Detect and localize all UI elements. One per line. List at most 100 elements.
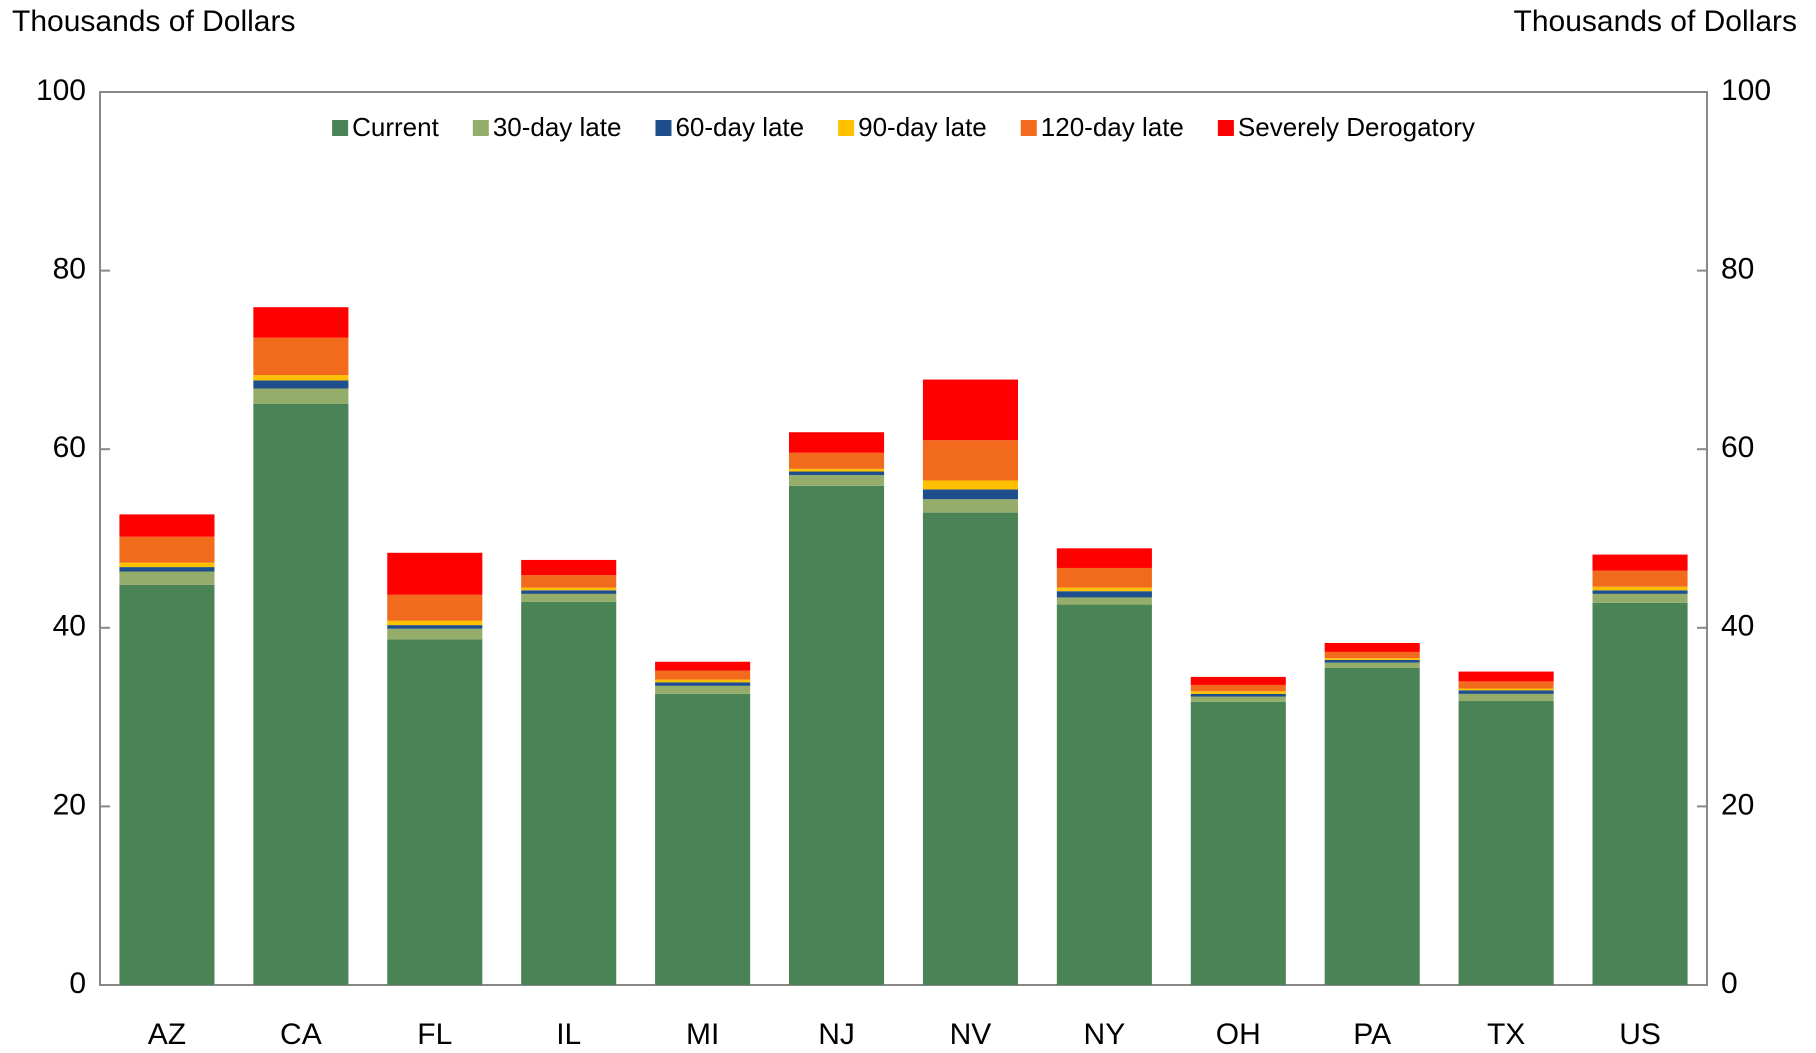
bar-segment <box>789 468 885 472</box>
bar-segment <box>521 593 617 602</box>
x-tick-label: IL <box>556 1018 581 1051</box>
bar-segment <box>521 601 617 985</box>
x-tick-label: OH <box>1216 1018 1261 1051</box>
bar-segment <box>1458 688 1554 691</box>
bar-segment <box>1056 567 1152 588</box>
y-tick-label: 60 <box>53 431 86 464</box>
y-tick-label: 80 <box>53 253 86 286</box>
bar-segment <box>387 594 483 621</box>
bar-segment <box>1190 693 1286 697</box>
bar-segment <box>1458 671 1554 682</box>
bar-segment <box>1190 701 1286 985</box>
y-axis-title: Thousands of Dollars <box>12 5 295 38</box>
bar-segment <box>253 380 349 389</box>
y2-tick-label: 80 <box>1721 253 1754 286</box>
bar-segment <box>1056 548 1152 568</box>
bar-segment <box>521 559 617 576</box>
legend-label: 120-day late <box>1041 112 1184 142</box>
bar-segment <box>119 567 215 572</box>
y2-tick-label: 0 <box>1721 967 1738 1000</box>
bar-segment <box>1592 590 1688 594</box>
bar-segment <box>1324 662 1420 668</box>
bar-segment <box>521 587 617 591</box>
bar-segment <box>789 475 885 486</box>
bar-segment <box>1190 676 1286 685</box>
bar-segment <box>1190 696 1286 702</box>
bar-segment <box>1190 691 1286 694</box>
bar-segment <box>1458 690 1554 694</box>
bar-segment <box>922 489 1018 500</box>
x-tick-label: NY <box>1084 1018 1126 1051</box>
y-tick-label: 100 <box>36 74 86 107</box>
bar-segment <box>119 562 215 568</box>
bar-segment <box>922 499 1018 513</box>
legend-swatch <box>1020 120 1037 136</box>
bar-segment <box>253 337 349 376</box>
bar-segment <box>922 480 1018 490</box>
legend-swatch <box>472 120 489 136</box>
legend-swatch <box>332 120 349 136</box>
bar-segment <box>387 620 483 626</box>
bar-segment <box>253 375 349 381</box>
legend-label: 90-day late <box>858 112 987 142</box>
x-tick-label: AZ <box>148 1018 186 1051</box>
bar-segment <box>1324 642 1420 652</box>
bar-segment <box>119 514 215 537</box>
bar-segment <box>521 590 617 594</box>
bar-segment <box>1458 681 1554 689</box>
bar-segment <box>789 471 885 476</box>
bar-segment <box>1056 587 1152 592</box>
bar-segment <box>1324 651 1420 659</box>
legend-label: 30-day late <box>493 112 622 142</box>
y2-tick-label: 20 <box>1721 788 1754 821</box>
legend-swatch <box>838 120 855 136</box>
bar-segment <box>1324 659 1420 663</box>
bar-segment <box>253 388 349 404</box>
bar-segment <box>1458 693 1554 702</box>
legend-label: 60-day late <box>675 112 804 142</box>
bar-segment <box>521 575 617 588</box>
x-tick-label: NJ <box>818 1018 855 1051</box>
bar-segment <box>387 552 483 595</box>
bar-segment <box>1458 701 1554 985</box>
bar-segment <box>1324 658 1420 660</box>
x-tick-label: TX <box>1487 1018 1525 1051</box>
bar-segment <box>387 639 483 985</box>
bar-segment <box>655 679 751 683</box>
bar-segment <box>655 682 751 686</box>
bar-segment <box>253 307 349 338</box>
x-tick-label: MI <box>686 1018 719 1051</box>
bar-segment <box>253 403 349 986</box>
x-tick-label: PA <box>1353 1018 1391 1051</box>
plot-frame <box>99 91 1708 986</box>
bar-segment <box>655 685 751 694</box>
bar-segment <box>1056 604 1152 985</box>
bar-segment <box>922 440 1018 481</box>
x-tick-label: FL <box>417 1018 452 1051</box>
bar-segment <box>387 625 483 629</box>
bar-segment <box>1592 554 1688 571</box>
x-tick-label: US <box>1619 1018 1661 1051</box>
y2-tick-label: 100 <box>1721 74 1771 107</box>
y-tick-label: 0 <box>69 967 86 1000</box>
bar-segment <box>1592 593 1688 603</box>
bar-segment <box>789 432 885 453</box>
bar-segment <box>1324 667 1420 985</box>
x-tick-label: NV <box>950 1018 992 1051</box>
bar-segment <box>655 670 751 680</box>
legend-swatch <box>655 120 672 136</box>
x-tick-label: CA <box>280 1018 322 1051</box>
bar-segment <box>655 693 751 985</box>
bar-segment <box>387 628 483 640</box>
bar-segment <box>119 584 215 985</box>
bar-segment <box>1190 684 1286 692</box>
bar-segment <box>789 485 885 985</box>
bar-segment <box>119 571 215 585</box>
bar-segment <box>1592 586 1688 591</box>
y2-tick-label: 60 <box>1721 431 1754 464</box>
bar-segment <box>1592 570 1688 587</box>
y2-axis-title: Thousands of Dollars <box>1514 5 1797 38</box>
y2-tick-label: 40 <box>1721 610 1754 643</box>
legend-swatch <box>1217 120 1234 136</box>
